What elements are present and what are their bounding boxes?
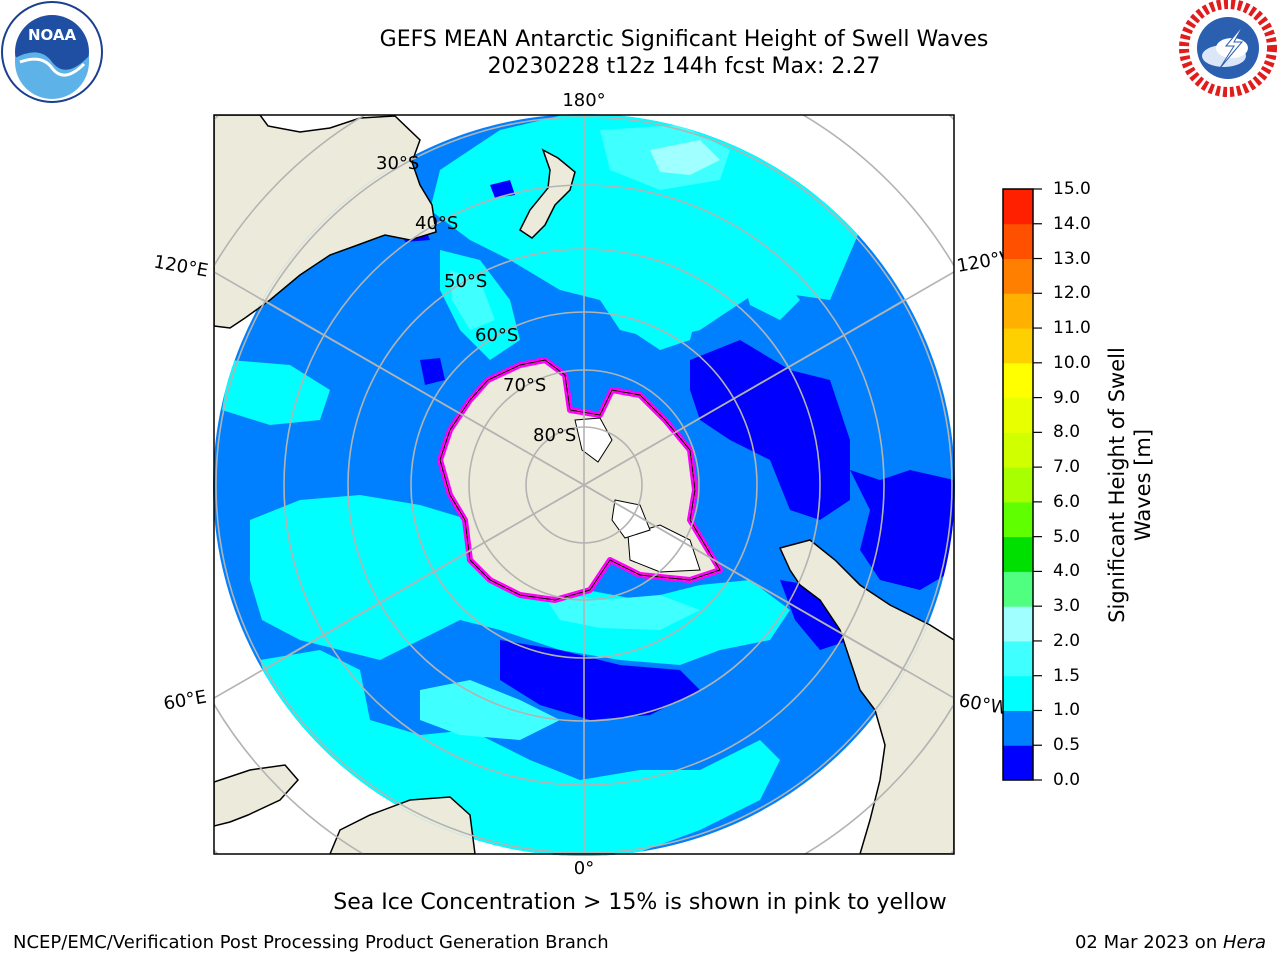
- colorbar-segment: [1003, 362, 1033, 399]
- colorbar-tick-label: 10.0: [1053, 352, 1091, 373]
- colorbar-segment: [1003, 640, 1033, 677]
- colorbar-tick-label: 0.0: [1053, 770, 1081, 790]
- date-text: 02 Mar 2023 on: [1074, 932, 1223, 953]
- lat-label-40s: 40°S: [415, 213, 458, 234]
- lat-label-80s: 80°S: [533, 425, 576, 446]
- colorbar-title-line2: Waves [m]: [1131, 428, 1155, 542]
- colorbar-segment: [1003, 745, 1033, 781]
- lon-label-60e: 60°E: [162, 686, 208, 714]
- colorbar-tick-label: 9.0: [1053, 387, 1081, 408]
- date-line: 02 Mar 2023 on Hera: [1075, 932, 1266, 953]
- lon-label-120e: 120°E: [152, 251, 210, 281]
- colorbar-segment: [1003, 223, 1033, 260]
- lat-label-30s: 30°S: [376, 153, 419, 174]
- lat-label-60s: 60°S: [475, 325, 518, 346]
- map-title: GEFS MEAN Antarctic Significant Height o…: [379, 27, 989, 52]
- colorbar-tick-label: 1.0: [1053, 700, 1081, 721]
- map-frame: [213, 114, 955, 855]
- colorbar-title: Significant Height of Swell Waves [m]: [1104, 305, 1156, 665]
- colorbar-segment: [1003, 571, 1033, 607]
- colorbar-segment: [1003, 675, 1033, 711]
- colorbar-segment: [1003, 606, 1033, 642]
- lon-label-60w: 60°W: [957, 690, 1010, 719]
- lat-label-70s: 70°S: [503, 375, 546, 396]
- lon-label-0: 0°: [574, 858, 594, 879]
- credit-line: NCEP/EMC/Verification Post Processing Pr…: [13, 932, 609, 953]
- colorbar-segment: [1003, 189, 1033, 225]
- outer-graticule: [214, 115, 954, 854]
- colorbar-segment: [1003, 293, 1033, 329]
- colorbar-tick-label: 13.0: [1053, 248, 1091, 269]
- map-subtitle: 20230228 t12z 144h fcst Max: 2.27: [487, 54, 881, 79]
- colorbar: [1003, 188, 1042, 781]
- colorbar-title-line1: Significant Height of Swell: [1105, 347, 1129, 623]
- colorbar-tick-label: 11.0: [1053, 318, 1091, 339]
- colorbar-tick-label: 7.0: [1053, 457, 1081, 478]
- colorbar-segment: [1003, 258, 1033, 294]
- svg-text:NOAA: NOAA: [28, 26, 77, 44]
- colorbar-tick-label: 14.0: [1053, 213, 1091, 234]
- colorbar-tick-label: 4.0: [1053, 561, 1081, 582]
- colorbar-tick-label: 15.0: [1053, 179, 1091, 199]
- colorbar-tick-label: 0.5: [1053, 735, 1081, 756]
- colorbar-segment: [1003, 710, 1033, 746]
- colorbar-segment: [1003, 536, 1033, 572]
- colorbar-frame: [1002, 188, 1034, 781]
- colorbar-tick-label: 12.0: [1053, 283, 1091, 304]
- colorbar-segment: [1003, 501, 1033, 538]
- colorbar-segment: [1003, 432, 1033, 468]
- colorbar-tick-label: 8.0: [1053, 422, 1081, 443]
- antarctica: [437, 357, 723, 603]
- host-name: Hera: [1222, 932, 1266, 953]
- colorbar-tick-label: 3.0: [1053, 596, 1081, 617]
- colorbar-segment: [1003, 328, 1033, 364]
- nws-logo: [1176, 0, 1280, 100]
- colorbar-tick-label: 5.0: [1053, 526, 1081, 547]
- colorbar-segment: [1003, 467, 1033, 503]
- lat-label-50s: 50°S: [444, 271, 487, 292]
- colorbar-tick-label: 2.0: [1053, 630, 1081, 651]
- colorbar-segment: [1003, 397, 1033, 433]
- sea-ice-note: Sea Ice Concentration > 15% is shown in …: [333, 890, 947, 915]
- colorbar-tick-label: 1.5: [1053, 665, 1081, 686]
- lon-label-180: 180°: [562, 90, 605, 111]
- colorbar-tick-label: 6.0: [1053, 491, 1081, 512]
- noaa-logo: NOAA: [0, 0, 104, 104]
